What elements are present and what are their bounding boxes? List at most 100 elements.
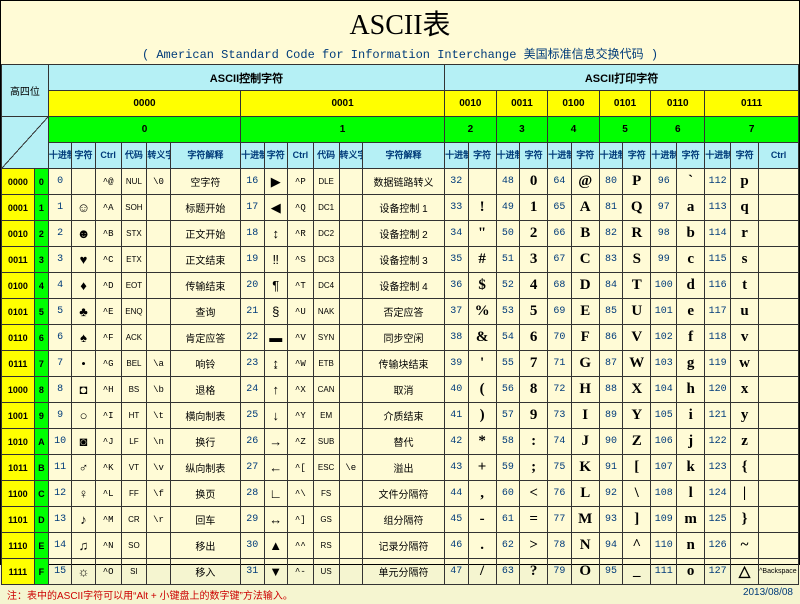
cell-glyph: T bbox=[623, 273, 651, 299]
table-row: 001133 ♥ ^C ETX 正文结束19 ‼ ^S DC3 设备控制 335… bbox=[2, 247, 799, 273]
hdr-bin-4: 0100 bbox=[548, 91, 600, 117]
cell-dec: 31 bbox=[241, 559, 264, 585]
cell-del-note: ^Backspace 代码: DEL bbox=[759, 559, 799, 585]
cell-dec: 120 bbox=[705, 377, 731, 403]
cell-dec: 80 bbox=[599, 169, 622, 195]
cell-dec: 123 bbox=[705, 455, 731, 481]
cell-glyph: k bbox=[677, 455, 705, 481]
cell-glyph: 2 bbox=[520, 221, 548, 247]
cell-glyph: y bbox=[731, 403, 759, 429]
cell-ctrl: ^Q bbox=[287, 195, 313, 221]
cell-desc: 记录分隔符 bbox=[362, 533, 444, 559]
col-glyph-6: 字符 bbox=[677, 143, 705, 169]
cell-dec: 86 bbox=[599, 325, 622, 351]
cell-glyph: ← bbox=[264, 455, 287, 481]
cell-dec: 105 bbox=[651, 403, 677, 429]
col-glyph-7: 字符 bbox=[731, 143, 759, 169]
cell-code: CR bbox=[121, 507, 147, 533]
cell-dec: 46 bbox=[445, 533, 468, 559]
cell-glyph: s bbox=[731, 247, 759, 273]
cell-dec: 16 bbox=[241, 169, 264, 195]
cell-code: VT bbox=[121, 455, 147, 481]
cell-dec: 52 bbox=[496, 273, 519, 299]
cell-glyph: ( bbox=[468, 377, 496, 403]
cell-glyph: l bbox=[677, 481, 705, 507]
cell-code: LF bbox=[121, 429, 147, 455]
cell-desc: 传输结束 bbox=[170, 273, 240, 299]
cell-glyph: t bbox=[731, 273, 759, 299]
cell-dec: 39 bbox=[445, 351, 468, 377]
cell-dec: 63 bbox=[496, 559, 519, 585]
cell-dec: 112 bbox=[705, 169, 731, 195]
cell-glyph: w bbox=[731, 351, 759, 377]
cell-dec: 100 bbox=[651, 273, 677, 299]
cell-glyph: ♀ bbox=[72, 481, 95, 507]
cell-esc bbox=[339, 507, 362, 533]
cell-dec: 91 bbox=[599, 455, 622, 481]
cell-dec: 17 bbox=[241, 195, 264, 221]
cell-glyph: 8 bbox=[520, 377, 548, 403]
hdr-diag bbox=[2, 117, 49, 169]
cell-dec: 57 bbox=[496, 403, 519, 429]
cell-dec: 96 bbox=[651, 169, 677, 195]
cell-glyph: 4 bbox=[520, 273, 548, 299]
cell-empty bbox=[759, 273, 799, 299]
cell-code: DC1 bbox=[313, 195, 339, 221]
row-bin: 1100 bbox=[2, 481, 35, 507]
cell-glyph: Z bbox=[623, 429, 651, 455]
cell-dec: 61 bbox=[496, 507, 519, 533]
cell-dec: 18 bbox=[241, 221, 264, 247]
header-row-1: 高四位 ASCII控制字符 ASCII打印字符 bbox=[2, 65, 799, 91]
cell-esc: \e bbox=[339, 455, 362, 481]
table-row: 000000 ^@ NUL \0 空字符16 ▶ ^P DLE 数据链路转义32… bbox=[2, 169, 799, 195]
cell-esc bbox=[339, 299, 362, 325]
cell-dec: 0 bbox=[48, 169, 71, 195]
cell-dec: 84 bbox=[599, 273, 622, 299]
cell-glyph: c bbox=[677, 247, 705, 273]
col-glyph-3: 字符 bbox=[520, 143, 548, 169]
cell-glyph: ☺ bbox=[72, 195, 95, 221]
cell-ctrl: ^F bbox=[95, 325, 121, 351]
cell-glyph: " bbox=[468, 221, 496, 247]
cell-esc: \n bbox=[147, 429, 170, 455]
cell-desc: 横向制表 bbox=[170, 403, 240, 429]
header-row-3: 0 1 2 3 4 5 6 7 bbox=[2, 117, 799, 143]
cell-dec: 98 bbox=[651, 221, 677, 247]
cell-glyph: ☻ bbox=[72, 221, 95, 247]
cell-desc: 响铃 bbox=[170, 351, 240, 377]
cell-glyph: v bbox=[731, 325, 759, 351]
cell-glyph: K bbox=[571, 455, 599, 481]
cell-code: RS bbox=[313, 533, 339, 559]
table-row: 1101D13 ♪ ^M CR \r 回车29 ↔ ^] GS 组分隔符45 -… bbox=[2, 507, 799, 533]
table-row: 011177 • ^G BEL \a 响铃23 ↨ ^W ETB 传输块结束39… bbox=[2, 351, 799, 377]
table-row: 010155 ♣ ^E ENQ 查询21 § ^U NAK 否定应答37 %53… bbox=[2, 299, 799, 325]
cell-code: DC3 bbox=[313, 247, 339, 273]
cell-code: ESC bbox=[313, 455, 339, 481]
cell-glyph: ¶ bbox=[264, 273, 287, 299]
cell-dec: 47 bbox=[445, 559, 468, 585]
cell-glyph: ☼ bbox=[72, 559, 95, 585]
row-idx: 4 bbox=[34, 273, 48, 299]
cell-esc bbox=[339, 247, 362, 273]
cell-dec: 58 bbox=[496, 429, 519, 455]
cell-dec: 83 bbox=[599, 247, 622, 273]
cell-desc: 组分隔符 bbox=[362, 507, 444, 533]
cell-ctrl: ^[ bbox=[287, 455, 313, 481]
cell-dec: 94 bbox=[599, 533, 622, 559]
cell-glyph: { bbox=[731, 455, 759, 481]
ascii-table-container: ASCII表 ( American Standard Code for Info… bbox=[0, 0, 800, 565]
cell-dec: 32 bbox=[445, 169, 468, 195]
col-desc-0: 字符解释 bbox=[170, 143, 240, 169]
cell-dec: 108 bbox=[651, 481, 677, 507]
cell-glyph: E bbox=[571, 299, 599, 325]
cell-dec: 34 bbox=[445, 221, 468, 247]
cell-desc: 换页 bbox=[170, 481, 240, 507]
cell-empty bbox=[759, 247, 799, 273]
cell-desc: 取消 bbox=[362, 377, 444, 403]
col-ctrl-1: Ctrl bbox=[287, 143, 313, 169]
cell-dec: 125 bbox=[705, 507, 731, 533]
cell-dec: 15 bbox=[48, 559, 71, 585]
cell-glyph bbox=[468, 169, 496, 195]
cell-glyph: 1 bbox=[520, 195, 548, 221]
cell-code: ACK bbox=[121, 325, 147, 351]
